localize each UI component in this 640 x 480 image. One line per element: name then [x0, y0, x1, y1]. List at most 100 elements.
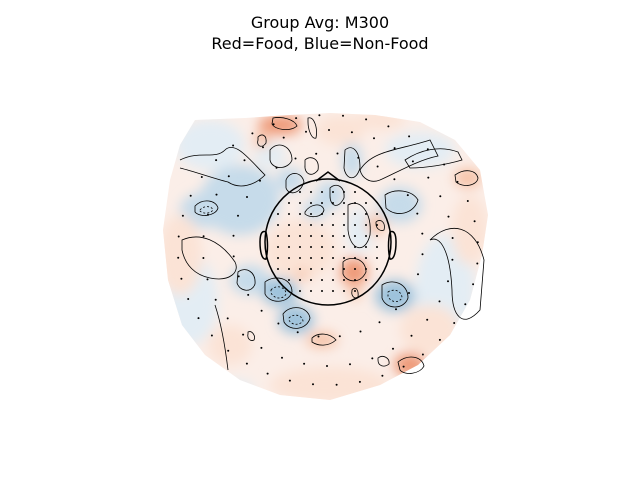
sensor-dot	[310, 257, 312, 259]
sensor-dot	[358, 380, 361, 383]
sensor-dot	[417, 273, 419, 276]
sensor-dot	[376, 257, 378, 259]
sensor-dot	[215, 193, 218, 196]
nonfood-activation-region	[218, 380, 254, 400]
sensor-dot	[354, 268, 356, 270]
sensor-dot	[207, 213, 209, 216]
sensor-dot	[354, 290, 356, 292]
contour-line	[271, 117, 298, 130]
sensor-dot	[376, 165, 379, 168]
sensor-dot	[299, 224, 301, 226]
sensor-dot	[260, 346, 263, 349]
sensor-dot	[246, 196, 248, 198]
food-activation-region	[355, 113, 405, 130]
nonfood-activation-region	[175, 120, 245, 170]
contour-line	[397, 356, 425, 374]
sensor-dot	[438, 300, 441, 303]
sensor-dot	[299, 213, 301, 215]
sensor-dot	[277, 213, 279, 215]
sensor-dot	[354, 213, 356, 215]
sensor-dot	[408, 135, 411, 138]
sensor-dot	[310, 279, 312, 281]
sensor-dot	[376, 246, 378, 248]
sensor-dot	[343, 235, 345, 237]
sensor-dot	[321, 213, 323, 215]
sensor-dot	[408, 292, 410, 294]
sensor-dot	[310, 202, 312, 204]
sensor-dot	[343, 224, 345, 226]
sensor-dot	[299, 279, 301, 281]
contour-line	[329, 184, 345, 206]
sensor-dot	[277, 268, 279, 270]
sensor-dot	[288, 379, 291, 382]
sensor-dot	[393, 178, 396, 181]
sensor-dot	[202, 235, 205, 238]
sensor-dot	[210, 334, 213, 337]
sensor-dot	[277, 246, 279, 248]
sensor-dot	[232, 255, 235, 258]
sensor-dot	[299, 246, 301, 248]
sensor-dot	[260, 309, 263, 312]
sensor-dot	[321, 202, 323, 204]
sensor-dot	[227, 175, 230, 178]
sensor-dot	[321, 290, 323, 292]
sensor-dot	[427, 176, 430, 179]
sensor-dot	[310, 246, 312, 248]
sensor-dot	[476, 241, 479, 244]
sensor-dot	[354, 257, 356, 259]
sensor-dot	[365, 257, 367, 259]
contour-line	[181, 236, 237, 280]
sensor-dot	[321, 246, 323, 248]
sensor-dot	[343, 191, 345, 193]
sensor-dot	[376, 224, 378, 226]
sensor-dot	[288, 279, 290, 281]
sensor-dot	[245, 362, 248, 365]
sensor-dot	[354, 202, 356, 204]
sensor-dot	[332, 235, 334, 237]
sensor-dot	[421, 232, 424, 235]
contour-line	[307, 117, 317, 139]
chart-title: Group Avg: M300	[250, 13, 390, 32]
sensor-dot	[310, 235, 312, 237]
sensor-dot	[456, 180, 459, 183]
nonfood-activation-region	[385, 132, 455, 168]
sensor-dot	[272, 123, 275, 126]
sensor-dot	[288, 213, 290, 215]
sensor-dot	[343, 268, 345, 270]
sensor-dot	[438, 338, 441, 341]
sensor-dot	[180, 277, 183, 280]
sensor-dot	[288, 235, 290, 237]
sensor-dot	[332, 202, 334, 204]
sensor-dot	[299, 290, 301, 292]
sensor-dot	[243, 159, 246, 162]
sensor-dot	[277, 224, 279, 226]
sensor-dot	[189, 194, 192, 197]
sensor-dot	[451, 258, 454, 261]
sensor-dot	[472, 283, 475, 286]
sensor-dot	[387, 125, 390, 128]
sensor-dot	[288, 224, 290, 226]
head-outline	[259, 171, 397, 306]
sensor-dot	[365, 268, 367, 270]
sensor-dot	[343, 257, 345, 259]
sensor-dot	[365, 235, 367, 237]
sensor-dot	[466, 200, 469, 202]
sensor-dot	[443, 163, 446, 166]
sensor-dot	[303, 362, 306, 365]
sensor-dot	[365, 246, 367, 248]
sensor-dot	[299, 235, 301, 237]
head-circle	[264, 178, 392, 306]
food-activation-region	[400, 305, 460, 355]
sensor-dot	[232, 234, 235, 237]
contour-line	[381, 281, 409, 308]
sensor-dot	[321, 279, 323, 281]
sensor-dot	[237, 214, 239, 217]
sensor-dot	[321, 191, 323, 193]
sensor-dot	[299, 191, 301, 193]
sensor-dot	[321, 224, 323, 226]
sensor-dot	[288, 268, 290, 270]
sensor-dot	[310, 268, 312, 270]
sensor-dot	[335, 383, 338, 386]
